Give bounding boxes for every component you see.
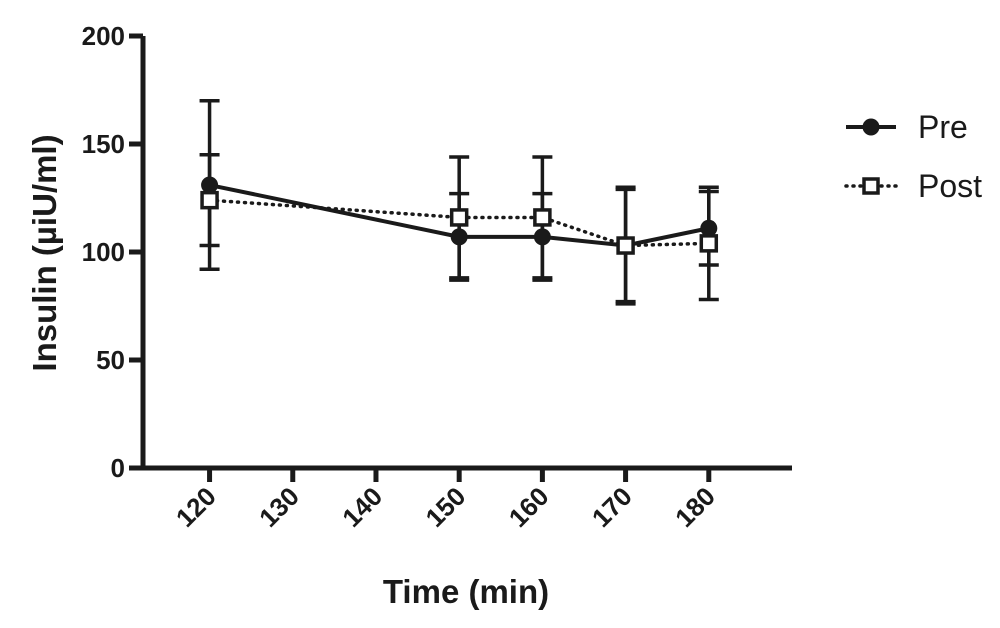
y-tick-label: 150	[82, 129, 125, 159]
series-post	[199, 153, 719, 304]
axes	[140, 36, 792, 471]
x-tick-label: 180	[669, 481, 721, 533]
x-ticks: 120 130 140 150 160 170 180	[170, 468, 721, 533]
legend-pre-label: Pre	[918, 109, 968, 145]
x-tick-label: 130	[253, 481, 305, 533]
x-tick-label: 120	[170, 481, 222, 533]
x-tick-label: 170	[586, 481, 638, 533]
legend-item-post: Post	[844, 168, 982, 204]
data-point	[699, 234, 719, 253]
data-point	[449, 208, 469, 227]
y-tick-label: 200	[82, 21, 125, 51]
x-axis-title: Time (min)	[383, 573, 549, 610]
legend: Pre Post	[844, 109, 982, 204]
data-point	[200, 190, 219, 210]
x-tick-label: 150	[420, 481, 472, 533]
legend-pre-marker	[862, 118, 880, 136]
legend-post-marker	[862, 177, 880, 195]
series-line	[207, 198, 711, 248]
data-point	[616, 236, 635, 255]
y-tick-label: 50	[96, 345, 125, 375]
y-axis-title: Insulin (µiU/ml)	[26, 134, 63, 371]
legend-item-pre: Pre	[846, 109, 968, 145]
y-tick-label: 0	[111, 453, 125, 483]
x-tick-label: 140	[336, 481, 388, 533]
y-tick-label: 100	[82, 237, 125, 267]
series-layer	[199, 99, 719, 306]
y-ticks: 0 50 100 150 200	[82, 21, 143, 483]
data-point	[533, 208, 552, 227]
legend-post-label: Post	[918, 168, 982, 204]
x-tick-label: 160	[503, 481, 555, 533]
